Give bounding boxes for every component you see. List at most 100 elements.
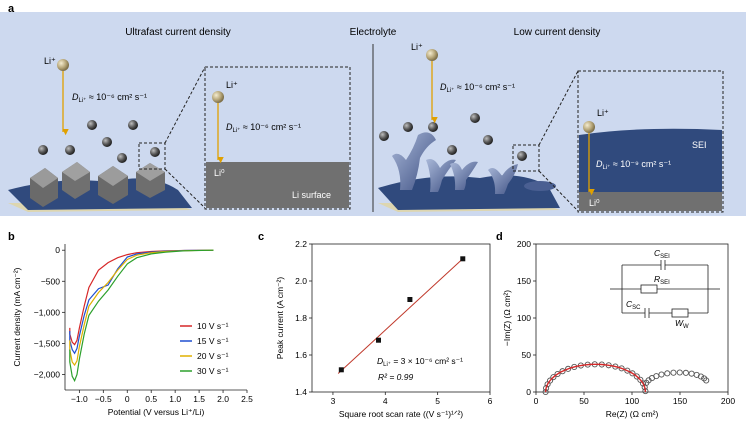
data-point (618, 365, 625, 372)
zoom-line-top-left (164, 66, 206, 144)
panel-c-letter: c (258, 231, 264, 243)
annotation-diffusion: DLi⁺ = 3 × 10⁻⁶ cm² s⁻¹ (377, 356, 463, 368)
li-ion-label-zoom-right: Li⁺ (597, 108, 609, 118)
data-point (658, 371, 665, 378)
x-axis-label: Re(Z) (Ω cm²) (606, 409, 659, 419)
data-point (460, 256, 466, 262)
legend-label-2: 20 V s⁻¹ (197, 351, 229, 361)
right-li-atoms (379, 113, 527, 161)
panel-d-letter: d (496, 231, 503, 243)
zoom-marker-left (138, 142, 166, 170)
x-tick-label: −0.5 (95, 394, 112, 404)
data-point (375, 337, 381, 343)
x-tick-label: 0.5 (145, 394, 157, 404)
data-point (546, 377, 554, 384)
data-point (559, 368, 566, 375)
y-tick-label: 1.4 (295, 387, 307, 397)
data-point (629, 370, 636, 377)
label-w: WW (675, 318, 689, 330)
right-sei-layer (378, 175, 560, 210)
li-ion-right (426, 49, 438, 61)
y-tick-label: −1,500 (34, 338, 61, 348)
data-point (338, 367, 344, 373)
x-tick-label: 5 (435, 396, 440, 406)
panel-b: b −1.0 −0.5 0 0.5 1.0 1.5 2.0 2.5 0 −500 −1,000 −1,… (8, 231, 253, 417)
y-tick-label: 0 (55, 245, 60, 255)
data-point (682, 369, 689, 376)
x-tick-label: −1.0 (71, 394, 88, 404)
label-c-sc: CSC (626, 299, 641, 311)
x-tick-label: 0 (125, 394, 130, 404)
series-line-2 (69, 249, 214, 367)
x-axis-label: Potential (V versus Li⁺/Li) (108, 407, 205, 417)
li-block-right (579, 192, 722, 211)
chart-c: 3 4 5 6 1.4 1.6 1.8 2.0 2.2 Square root scan rate… (275, 239, 493, 419)
data-point (624, 367, 631, 374)
li-surface-label: Li surface (292, 190, 331, 200)
label-r-sei: RSEI (654, 274, 670, 286)
zoom-line-bottom-right (538, 170, 579, 212)
series-line-3 (69, 249, 214, 383)
li-metal-label-left: Li⁰ (214, 168, 225, 178)
x-tick-label: 1.0 (169, 394, 181, 404)
legend-label-1: 15 V s⁻¹ (197, 336, 229, 346)
li-ion-label-left: Li⁺ (44, 56, 56, 66)
x-tick-label: 4 (383, 396, 388, 406)
center-title: Electrolyte (350, 27, 397, 38)
fit-curve (544, 363, 647, 393)
y-tick-label: −2,000 (34, 369, 61, 379)
data-point (664, 370, 671, 377)
panel-a-letter: a (8, 3, 15, 15)
x-tick-label: 150 (673, 396, 687, 406)
data-point (688, 370, 695, 377)
y-tick-label: −1,000 (34, 307, 61, 317)
y-axis-label: −Im(Z) (Ω cm²) (502, 290, 512, 346)
data-point (633, 373, 640, 380)
y-tick-label: 0 (526, 387, 531, 397)
y-tick-label: −500 (41, 276, 60, 286)
x-axis-label: Square root scan rate ((V s⁻¹)¹ᐟ²) (339, 409, 463, 419)
annotation-r2: R² = 0.99 (378, 372, 413, 382)
data-point (701, 375, 708, 382)
chart-d: 0 50 100 150 200 0 50 100 150 200 Re(Z) (Ω cm²) −Im… (502, 239, 735, 419)
zoom-marker-right (512, 144, 540, 172)
li-ion-zoom-right (583, 121, 595, 133)
x-tick-label: 2.5 (241, 394, 253, 404)
li-ion-left (57, 59, 69, 71)
sei-label: SEI (692, 140, 707, 150)
dendrites (392, 132, 556, 194)
y-tick-label: 150 (517, 276, 531, 286)
diffusion-left: DLi⁺ ≈ 10⁻⁶ cm² s⁻¹ (72, 92, 147, 104)
x-tick-label: 100 (625, 396, 639, 406)
data-point (554, 370, 561, 378)
x-tick-label: 6 (488, 396, 493, 406)
data-point (670, 369, 677, 376)
panel-b-letter: b (8, 231, 15, 243)
x-tick-label: 50 (579, 396, 589, 406)
li-surface-block (206, 162, 349, 208)
data-point (653, 373, 660, 380)
li-metal-label-right: Li⁰ (589, 198, 600, 208)
zoom-line-top-right (538, 70, 579, 146)
right-title: Low current density (514, 27, 601, 38)
legend-label-3: 30 V s⁻¹ (197, 366, 229, 376)
panel-d: d 0 50 100 150 200 0 50 100 150 200 Re(Z) (Ω cm²) −… (496, 231, 735, 419)
diffusion-zoom-right: DLi⁺ ≈ 10⁻⁹ cm² s⁻¹ (596, 159, 671, 171)
y-tick-label: 1.6 (295, 350, 307, 360)
li-ion-zoom-left (212, 91, 224, 103)
legend-label-0: 10 V s⁻¹ (197, 321, 229, 331)
x-tick-label: 0 (534, 396, 539, 406)
fit-line (337, 258, 464, 374)
label-c-sei: CSEI (654, 248, 670, 260)
li-cubes (30, 162, 165, 207)
y-tick-label: 50 (522, 350, 532, 360)
data-point (676, 369, 683, 376)
panel-c: c 3 4 5 6 1.4 1.6 1.8 2.0 2.2 Square root scan ra… (258, 231, 493, 419)
left-title: Ultrafast current density (125, 27, 231, 38)
y-tick-label: 100 (517, 313, 531, 323)
diffusion-right: DLi⁺ ≈ 10⁻⁶ cm² s⁻¹ (440, 82, 515, 94)
sei-block (579, 128, 722, 195)
data-point (550, 374, 557, 381)
data-point (407, 297, 413, 302)
